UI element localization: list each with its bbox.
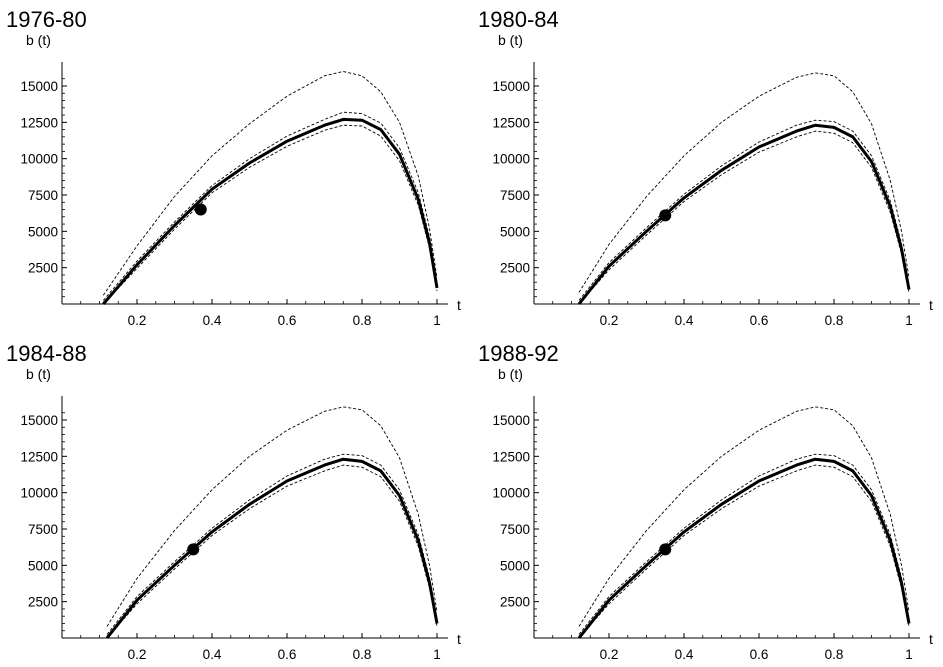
series-line-dashed-band-upper: [102, 111, 438, 301]
y-tick-label: 12500: [20, 449, 58, 464]
x-tick-label: 1: [433, 313, 441, 328]
data-marker: [194, 203, 207, 216]
y-tick-label: 2500: [28, 261, 58, 276]
y-tick-label: 10000: [492, 152, 530, 167]
y-axis-label: b (t): [26, 32, 51, 48]
y-tick-label: 15000: [492, 79, 530, 94]
chart-title: 1988-92: [478, 341, 559, 366]
series-line-dashed-upper: [578, 72, 910, 293]
data-marker: [659, 543, 672, 556]
x-tick-label: 0.2: [128, 647, 147, 662]
x-tick-label: 0.8: [353, 647, 372, 662]
y-tick-label: 5000: [28, 558, 58, 573]
y-tick-label: 10000: [20, 486, 58, 501]
y-tick-label: 5000: [28, 224, 58, 239]
y-tick-label: 10000: [20, 152, 58, 167]
series-line-thick: [577, 457, 911, 639]
series-line-dashed-band-lower: [106, 464, 438, 639]
chart-svg: 1976-80b (t) t 2500 5000 7500 10000 12500 15000…: [6, 7, 461, 328]
y-tick-label: 7500: [28, 188, 58, 203]
x-tick-label: 0.4: [203, 647, 222, 662]
x-axis-label: t: [457, 297, 461, 313]
y-tick-label: 5000: [500, 558, 530, 573]
chart-title: 1980-84: [478, 7, 559, 32]
x-tick-label: 0.4: [675, 647, 694, 662]
chart-svg: 1984-88b (t) t 2500 5000 7500 10000 12500 15000…: [6, 341, 461, 662]
x-axis-label: t: [929, 631, 933, 647]
series-line-dashed-upper: [102, 71, 438, 296]
y-tick-label: 2500: [500, 261, 530, 276]
x-tick-label: 0.6: [278, 313, 297, 328]
series-line-dashed-band-upper: [578, 453, 910, 635]
chart-panel-1976-80: 1976-80 b (t) t 2500 5000 7500 10000 12500 15000…: [0, 0, 471, 333]
y-tick-label: 10000: [492, 486, 530, 501]
y-tick-label: 7500: [500, 188, 530, 203]
chart-panel-1988-92: 1988-92 b (t) t 2500 5000 7500 10000 12500 15000…: [472, 334, 943, 667]
x-axis-label: t: [457, 631, 461, 647]
x-tick-label: 0.4: [203, 313, 222, 328]
data-marker: [187, 543, 200, 556]
y-tick-label: 12500: [20, 115, 58, 130]
series-line-thick: [102, 117, 439, 305]
series-line-dashed-band-lower: [102, 124, 438, 305]
x-tick-label: 0.8: [353, 313, 372, 328]
series-line-thick: [577, 123, 911, 305]
x-tick-label: 0.4: [675, 313, 694, 328]
chart-svg: 1988-92b (t) t 2500 5000 7500 10000 12500 15000…: [478, 341, 933, 662]
y-tick-label: 2500: [28, 595, 58, 610]
series-line-thick: [105, 457, 439, 639]
series-line-dashed-upper: [578, 406, 910, 627]
series-line-dashed-band-lower: [578, 464, 910, 639]
series-line-dashed-upper: [106, 406, 438, 627]
y-tick-label: 5000: [500, 224, 530, 239]
y-axis-label: b (t): [498, 32, 523, 48]
y-tick-label: 15000: [20, 79, 58, 94]
series-line-dashed-band-upper: [578, 119, 910, 301]
x-tick-label: 0.6: [750, 647, 769, 662]
y-tick-label: 2500: [500, 595, 530, 610]
x-tick-label: 0.2: [128, 313, 147, 328]
series-line-dashed-band-lower: [578, 130, 910, 305]
series-line-dashed-band-upper: [106, 453, 438, 635]
x-tick-label: 0.8: [825, 647, 844, 662]
chart-title: 1984-88: [6, 341, 87, 366]
y-axis-label: b (t): [498, 366, 523, 382]
x-tick-label: 1: [905, 313, 913, 328]
x-tick-label: 0.6: [750, 313, 769, 328]
chart-svg: 1980-84b (t) t 2500 5000 7500 10000 12500 15000…: [478, 7, 933, 328]
chart-panel-1980-84: 1980-84 b (t) t 2500 5000 7500 10000 12500 15000…: [472, 0, 943, 333]
x-tick-label: 0.2: [600, 313, 619, 328]
chart-title: 1976-80: [6, 7, 87, 32]
x-tick-label: 1: [433, 647, 441, 662]
chart-panel-1984-88: 1984-88 b (t) t 2500 5000 7500 10000 12500 15000…: [0, 334, 471, 667]
y-axis-label: b (t): [26, 366, 51, 382]
x-tick-label: 0.2: [600, 647, 619, 662]
x-axis-label: t: [929, 297, 933, 313]
y-tick-label: 15000: [20, 413, 58, 428]
y-tick-label: 7500: [28, 522, 58, 537]
data-marker: [659, 209, 672, 222]
y-tick-label: 7500: [500, 522, 530, 537]
y-tick-label: 12500: [492, 115, 530, 130]
y-tick-label: 12500: [492, 449, 530, 464]
x-tick-label: 0.8: [825, 313, 844, 328]
x-tick-label: 0.6: [278, 647, 297, 662]
x-tick-label: 1: [905, 647, 913, 662]
y-tick-label: 15000: [492, 413, 530, 428]
